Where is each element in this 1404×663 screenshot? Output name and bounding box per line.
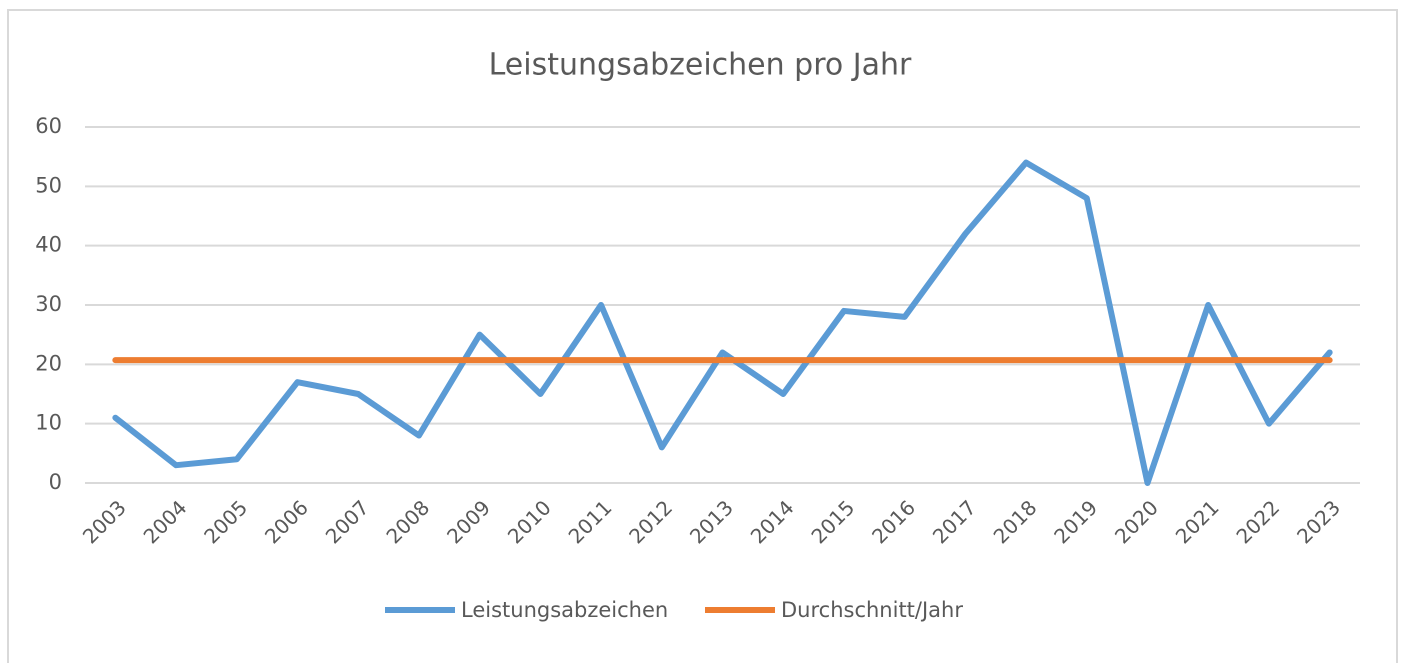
chart-title: Leistungsabzeichen pro Jahr — [489, 48, 912, 83]
series-line — [112, 159, 1333, 486]
y-tick-label: 20 — [35, 351, 62, 375]
y-tick-label: 40 — [35, 233, 62, 257]
y-tick-label: 0 — [49, 470, 62, 494]
y-tick-label: 50 — [35, 173, 62, 197]
y-tick-label: 60 — [35, 114, 62, 138]
chart-border — [7, 9, 1398, 663]
y-tick-label: 30 — [35, 292, 62, 316]
y-tick-label: 10 — [35, 411, 62, 435]
legend-label: Leistungsabzeichen — [461, 598, 668, 622]
legend-label: Durchschnitt/Jahr — [781, 598, 963, 622]
